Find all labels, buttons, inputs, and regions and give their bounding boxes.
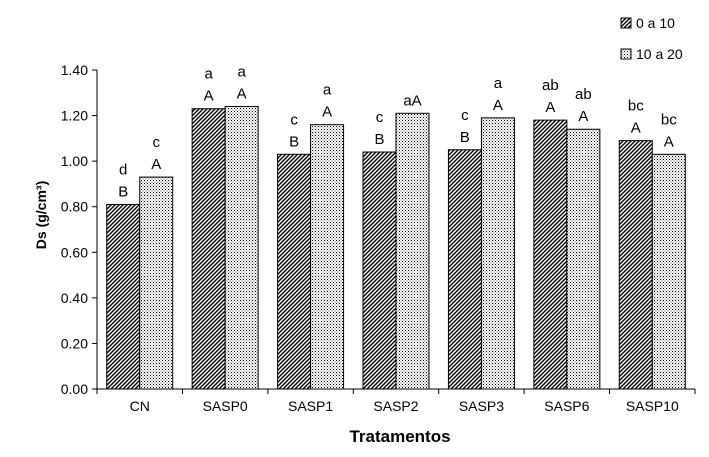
y-axis-title: Ds (g/cm³) [33, 181, 49, 249]
x-tick-label: SASP6 [544, 398, 589, 414]
bar-series-2 [310, 124, 345, 390]
x-axis-title: Tratamentos [349, 427, 450, 446]
bar-series-1 [191, 108, 226, 390]
legend: 0 a 10 10 a 20 [620, 15, 683, 62]
legend-label-series-1: 0 a 10 [636, 15, 675, 31]
bar-letter-lower: bc [661, 111, 677, 128]
bar-letter-upper: A [664, 133, 674, 150]
bar-series-1 [277, 153, 312, 390]
bar-letter-lower: bc [628, 98, 644, 115]
bar-letter-lower: c [461, 107, 469, 124]
x-tick-label: SASP1 [288, 398, 333, 414]
x-tick-label: SASP2 [373, 398, 418, 414]
bar-letter-upper: A [151, 156, 161, 173]
bar-letter-upper: A [578, 108, 588, 125]
bar-letter-lower: a [204, 66, 213, 83]
bar-letter-lower: aA [403, 92, 421, 109]
bar-letter-lower: c [290, 111, 298, 128]
bar-letter-upper: A [322, 104, 332, 121]
legend-swatch-series-1 [620, 17, 632, 29]
y-tick-label: 0.80 [61, 199, 88, 215]
x-tick-label: SASP10 [626, 398, 679, 414]
bar-series-1 [618, 140, 653, 390]
bar-letter-upper: A [631, 120, 641, 137]
bar-letter-upper: A [237, 85, 247, 102]
bar-letter-upper: A [493, 97, 503, 114]
bar-series-1 [106, 203, 141, 390]
bar-letter-upper: A [545, 99, 555, 116]
bar-letter-lower: c [152, 134, 160, 151]
bar-series-1 [362, 151, 397, 390]
x-tick-label: SASP3 [459, 398, 504, 414]
legend-item-series-2: 10 a 20 [620, 46, 683, 62]
bar-series-1 [447, 149, 482, 390]
bar-letter-lower: a [323, 82, 332, 99]
bar-series-1 [533, 119, 568, 390]
y-tick-label: 0.60 [61, 244, 88, 260]
bar-letter-lower: d [119, 161, 127, 178]
bars-group [106, 105, 686, 390]
bar-letter-upper: A [204, 88, 214, 105]
bar-series-2 [139, 176, 174, 390]
legend-label-series-2: 10 a 20 [636, 46, 683, 62]
bar-letter-lower: ab [542, 77, 559, 94]
bar-letter-lower: a [237, 63, 246, 80]
y-tick-label: 1.00 [61, 153, 88, 169]
x-axis-ticks: CN SASP0 SASP1 SASP2 SASP3 SASP6 SASP10 [96, 389, 696, 414]
bar-letter-upper: B [118, 183, 128, 200]
y-tick-label: 1.20 [61, 108, 88, 124]
bar-letter-lower: a [494, 75, 503, 92]
legend-swatch-series-2 [620, 48, 632, 60]
bar-series-2 [651, 153, 686, 390]
bar-letter-upper: B [289, 133, 299, 150]
y-tick-label: 0.00 [61, 381, 88, 397]
bar-series-2 [224, 105, 259, 390]
bar-series-2 [480, 117, 515, 390]
y-tick-label: 0.20 [61, 335, 88, 351]
x-tick-label: CN [130, 398, 150, 414]
bar-letter-upper: B [460, 129, 470, 146]
bar-letter-lower: c [376, 109, 384, 126]
y-tick-label: 1.40 [61, 62, 88, 78]
bar-series-2 [395, 112, 430, 390]
x-tick-label: SASP0 [203, 398, 248, 414]
y-axis-ticks: 0.00 0.20 0.40 0.60 0.80 1.00 1.20 1.40 [61, 62, 97, 397]
bar-letter-upper: B [374, 131, 384, 148]
legend-item-series-1: 0 a 10 [620, 15, 675, 31]
bar-series-2 [566, 128, 601, 390]
y-tick-label: 0.40 [61, 290, 88, 306]
bar-letter-lower: ab [575, 86, 592, 103]
